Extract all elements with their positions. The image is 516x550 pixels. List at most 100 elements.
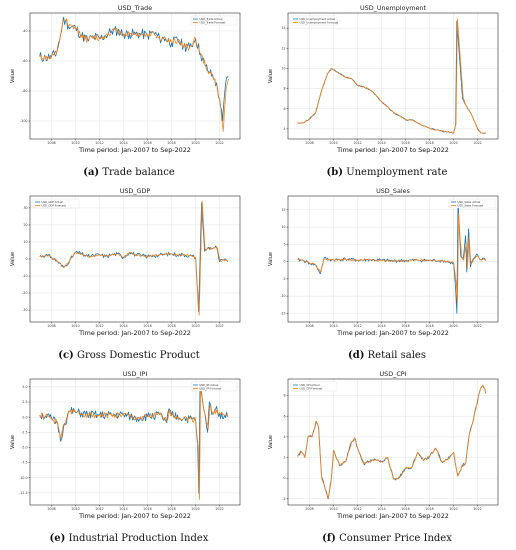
chart-title: USD_Unemployment	[360, 4, 426, 12]
x-tick-label: 2012	[354, 324, 362, 328]
y-tick-label: 0.0	[22, 415, 27, 419]
y-axis-label: Value	[10, 435, 16, 449]
legend-label: USD_CPI Forecast	[300, 386, 323, 390]
x-tick-label: 2014	[120, 324, 128, 328]
y-tick-label: 8	[283, 394, 285, 398]
y-tick-label: 2	[283, 456, 285, 460]
y-tick-label: 5	[283, 242, 285, 246]
y-tick-label: -10	[280, 294, 285, 298]
x-tick-label: 2012	[96, 141, 104, 145]
legend-label: USD_Unemployment Actual	[300, 17, 336, 21]
x-axis-label: Time period: Jan-2007 to Sep-2022	[336, 512, 449, 520]
x-axis-label: Time period: Jan-2007 to Sep-2022	[336, 146, 449, 154]
grid	[288, 379, 498, 505]
panel-trade-balance: USD_Trade 2008 2010 2012 2014 2016 2018 2020 202…	[0, 0, 258, 183]
caption-text: Industrial Production Index	[68, 533, 209, 544]
x-tick-label: 2008	[48, 324, 56, 328]
y-tick-label: -60	[22, 59, 27, 63]
caption-text: Retail sales	[367, 350, 426, 361]
y-tick-label: 8	[283, 87, 285, 91]
caption-text: Unemployment rate	[346, 167, 448, 178]
x-tick-label: 2020	[450, 507, 458, 511]
x-tick-label: 2008	[306, 507, 314, 511]
y-tick-label: 30	[23, 206, 27, 210]
legend-box	[290, 15, 338, 26]
y-axis-label: Value	[10, 252, 16, 266]
x-tick-label: 2020	[192, 507, 200, 511]
caption-letter: (c)	[58, 350, 74, 361]
x-tick-label: 2012	[96, 324, 104, 328]
y-tick-label: -15	[280, 311, 285, 315]
x-tick-label: 2012	[354, 141, 362, 145]
y-tick-label: 2.5	[22, 400, 27, 404]
x-tick-label: 2016	[402, 507, 410, 511]
y-tick-label: 10	[281, 225, 285, 229]
x-tick-label: 2018	[426, 141, 434, 145]
chart-title: USD_GDP	[120, 187, 151, 195]
chart-title: USD_IPI	[123, 370, 148, 378]
y-tick-label: 6	[283, 107, 285, 111]
y-tick-label: -100	[20, 119, 27, 123]
legend-label: USD_Trade Forecast	[200, 20, 226, 24]
axes-frame	[287, 12, 499, 140]
legend-box	[32, 198, 80, 209]
legend-label: USD_IPI Actual	[200, 383, 219, 387]
x-tick-label: 2022	[474, 507, 482, 511]
panel-consumer-price-index: USD_CPI 2008 2010 2012 2014 2016 2018 2020 2022 8…	[258, 366, 516, 550]
y-tick-label: -2.5	[21, 430, 27, 434]
x-tick-label: 2022	[216, 324, 224, 328]
series-forecast-line	[297, 18, 486, 134]
panel-gdp: USD_GDP 2008 2010 2012 2014 2016 2018 2020 2022 3…	[0, 183, 258, 366]
legend-label: USD_CPI Actual	[300, 383, 320, 387]
x-tick-label: 2012	[96, 507, 104, 511]
y-tick-label: 0	[283, 260, 285, 264]
y-tick-label: 6	[283, 414, 285, 418]
caption-text: Gross Domestic Product	[76, 350, 200, 361]
caption-retail-sales: (d) Retail sales	[258, 350, 516, 361]
caption-industrial-production: (e) Industrial Production Index	[0, 533, 258, 544]
x-tick-label: 2018	[168, 141, 176, 145]
legend-box	[448, 198, 496, 209]
y-axis-label: Value	[268, 435, 274, 449]
caption-text: Consumer Price Index	[339, 533, 452, 544]
panel-industrial-production: USD_IPI 2008 2010 2012 2014 2016 2018 2020 2022 5…	[0, 366, 258, 550]
x-tick-label: 2010	[72, 141, 80, 145]
chart-trade-balance: USD_Trade 2008 2010 2012 2014 2016 2018 2020 202…	[10, 4, 241, 154]
grid	[288, 13, 498, 139]
x-tick-label: 2010	[72, 324, 80, 328]
legend-label: USD_IPI Forecast	[200, 386, 222, 390]
x-tick-label: 2010	[330, 507, 338, 511]
y-tick-label: 10	[281, 67, 285, 71]
caption-trade-balance: (a) Trade balance	[0, 167, 258, 178]
chart-title: USD_Trade	[118, 4, 152, 12]
x-tick-label: 2014	[378, 507, 386, 511]
x-tick-label: 2022	[474, 324, 482, 328]
legend: USD_Unemployment ActualUSD_Unemployment …	[290, 15, 338, 26]
x-tick-label: 2016	[144, 141, 152, 145]
x-tick-label: 2010	[330, 324, 338, 328]
y-tick-label: -10.0	[19, 476, 27, 480]
x-tick-label: 2016	[402, 324, 410, 328]
legend-box	[190, 15, 238, 26]
x-tick-label: 2008	[306, 141, 314, 145]
panel-unemployment-rate: USD_Unemployment 2008 2010 2012 2014 2016 2018…	[258, 0, 516, 183]
series-actual-line	[297, 20, 487, 134]
x-tick-label: 2020	[450, 324, 458, 328]
x-axis-label: Time period: Jan-2007 to Sep-2022	[78, 329, 191, 337]
chart-retail-sales: USD_Sales 2008 2010 2012 2014 2016 2018 2020 202…	[268, 187, 499, 337]
y-tick-label: 10	[23, 240, 27, 244]
series-forecast-line	[297, 384, 487, 500]
series-forecast-line	[39, 200, 229, 316]
x-tick-label: 2020	[192, 324, 200, 328]
y-tick-label: 12	[281, 46, 285, 50]
x-tick-label: 2016	[402, 141, 410, 145]
chart-consumer-price-index: USD_CPI 2008 2010 2012 2014 2016 2018 2020 2022 8…	[268, 370, 499, 520]
legend-label: USD_Sales Actual	[458, 200, 481, 204]
chart-title: USD_CPI	[379, 370, 406, 378]
x-tick-label: 2018	[426, 324, 434, 328]
